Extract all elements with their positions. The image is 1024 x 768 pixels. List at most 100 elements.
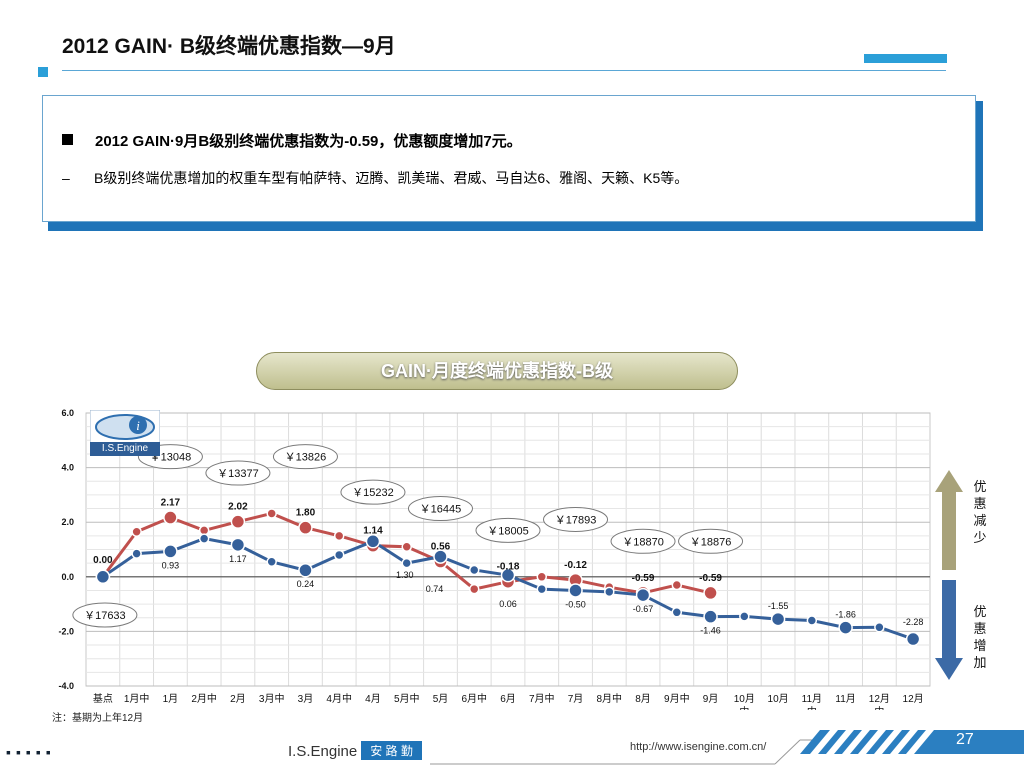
x-tick-label: 4月 <box>365 693 381 705</box>
line-chart: 6.0 4.0 2.0 0.0 -2.0 -4.0 基点 1月中 1月 2月中 2月 3月中 3月 4月中… <box>58 408 931 710</box>
footer-url[interactable]: http://www.isengine.com.cn/ <box>630 741 767 753</box>
price-callout-label: ￥18870 <box>622 536 664 548</box>
series-point-red <box>401 541 412 553</box>
summary-bullet-1-text: 2012 GAIN·9月B级别终端优惠指数为-0.59，优惠额度增加7元。 <box>95 133 522 150</box>
series-point-red <box>536 571 548 583</box>
series-point-blue <box>568 583 583 598</box>
price-callout <box>272 444 338 470</box>
footer-decoration <box>430 730 1024 765</box>
chart-note: 注：基期为上年12月 <box>52 713 144 724</box>
blue-data-label: -1.55 <box>768 601 789 611</box>
series-point-red <box>468 583 480 595</box>
arrow-down-icon <box>935 580 963 680</box>
series-point-red <box>703 585 718 601</box>
series-point-red <box>671 579 683 591</box>
series-point-blue <box>604 586 615 598</box>
price-callout <box>205 460 271 486</box>
price-callout-label: ￥13826 <box>285 452 327 464</box>
red-data-label: 1.80 <box>296 508 316 519</box>
red-data-label: -0.59 <box>699 573 722 584</box>
blue-data-label: 0.74 <box>426 584 444 594</box>
red-data-label: 0.56 <box>431 542 451 553</box>
summary-bullet-2: – B级别终端优惠增加的权重车型有帕萨特、迈腾、凯美瑞、君威、马自达6、雅阁、天籁… <box>62 168 688 188</box>
series-point-blue <box>500 567 516 583</box>
series-point-blue <box>905 631 921 647</box>
title-accent-square <box>38 67 48 77</box>
price-callout <box>340 479 406 505</box>
x-tick-label: 5月 <box>433 693 449 705</box>
blue-data-label: 1.30 <box>396 570 414 580</box>
price-callout-label: ￥18005 <box>487 525 529 537</box>
blue-data-label: -1.86 <box>835 610 856 620</box>
blue-data-label: 0.24 <box>297 579 315 589</box>
price-callout-label: ￥13377 <box>217 468 259 480</box>
page-number: 27 <box>956 731 974 748</box>
series-point-blue <box>806 615 818 626</box>
x-tick-label: 10月 <box>768 693 789 705</box>
price-callout-label: ￥16445 <box>420 504 462 516</box>
blue-data-label: -2.28 <box>903 617 924 627</box>
page-title: 2012 GAIN· B级终端优惠指数—9月 <box>62 35 396 58</box>
series-point-blue <box>433 549 448 564</box>
series-point-red <box>230 514 246 529</box>
series-point-blue <box>266 556 277 568</box>
blue-data-label: -0.67 <box>633 604 654 614</box>
price-callout-label: ￥17893 <box>555 514 597 526</box>
x-tick-label: 9月 <box>703 693 719 705</box>
blue-data-label: 0.06 <box>499 599 517 609</box>
x-tick-label-suffix: 中 <box>874 705 884 710</box>
price-callout <box>475 517 541 543</box>
x-tick-label: 12月 <box>903 693 924 705</box>
red-data-label: -0.12 <box>564 560 587 571</box>
red-data-label: 2.17 <box>161 498 181 509</box>
series-point-blue <box>874 622 885 633</box>
series-point-blue <box>131 548 142 559</box>
price-callout-label: ￥13048 <box>150 452 192 464</box>
price-callout <box>72 602 138 628</box>
x-tick-label: 10月 <box>734 693 755 705</box>
title-rule <box>62 70 946 71</box>
summary-box <box>42 95 976 222</box>
svg-text:i: i <box>136 418 140 433</box>
series-point-red <box>163 510 178 525</box>
series-point-blue <box>163 544 178 559</box>
chart-title: GAIN·月度终端优惠指数-B级 <box>256 352 738 390</box>
series-point-blue <box>468 564 480 576</box>
price-callout-label: ￥18876 <box>690 536 732 548</box>
footer-brand: I.S.Engine 安 路 勤 <box>288 741 422 760</box>
bullet-dash: – <box>62 170 70 186</box>
blue-data-label: 0.93 <box>162 560 180 570</box>
series-point-blue <box>635 587 651 603</box>
y-tick-label: -4.0 <box>58 681 74 691</box>
isengine-logo-icon: i <box>89 409 161 457</box>
series-point-blue <box>365 534 381 549</box>
footer-brand-cn: 安 路 勤 <box>361 741 422 760</box>
blue-data-label: 1.17 <box>229 554 247 564</box>
arrow-up-label: 优惠减少 <box>973 479 987 545</box>
series-point-blue <box>298 562 313 578</box>
series-point-blue <box>703 609 718 624</box>
x-tick-label: 1月 <box>163 693 179 705</box>
y-tick-label: 4.0 <box>61 463 74 473</box>
footer-brand-text: I.S.Engine <box>288 743 358 760</box>
x-tick-label: 1月中 <box>124 692 150 705</box>
x-tick-label-suffix: 中 <box>739 705 749 710</box>
series-point-blue <box>401 557 412 569</box>
series-point-blue <box>770 611 786 627</box>
y-tick-label: -2.0 <box>58 626 74 636</box>
series-point-red <box>131 526 142 538</box>
red-data-label: 2.02 <box>228 502 248 513</box>
series-point-blue <box>671 607 683 618</box>
x-tick-label: 9月中 <box>664 692 690 705</box>
x-tick-label: 4月中 <box>326 692 352 705</box>
series-point-blue <box>838 620 853 635</box>
x-tick-label: 6月 <box>500 693 516 705</box>
x-tick-label: 7月 <box>568 693 584 705</box>
blue-data-label: -0.50 <box>565 599 586 609</box>
price-callout-label: ￥17633 <box>84 610 126 622</box>
x-tick-label: 基点 <box>93 692 113 705</box>
red-data-label: 0.00 <box>93 555 113 566</box>
x-tick-label: 5月中 <box>394 692 420 705</box>
price-callout <box>610 528 676 554</box>
y-tick-label: 6.0 <box>61 408 74 418</box>
